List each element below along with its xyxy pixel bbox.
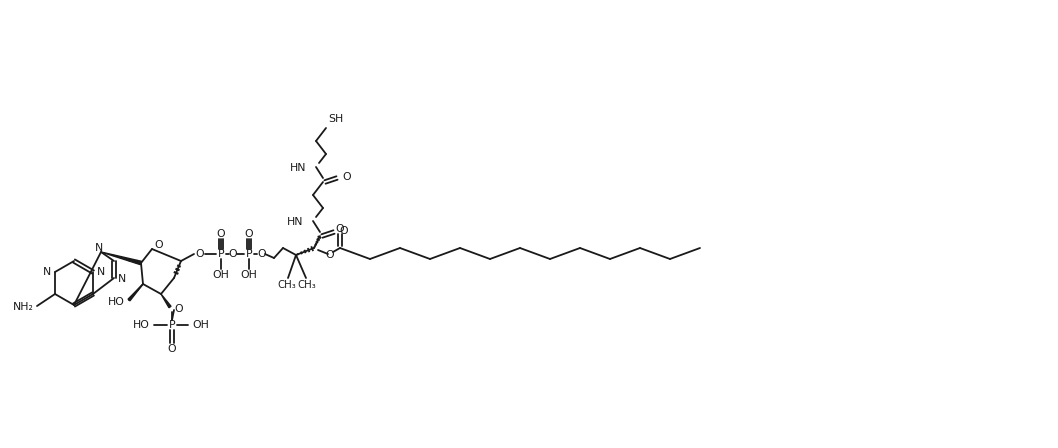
Text: HN: HN — [287, 217, 303, 227]
Polygon shape — [161, 294, 171, 308]
Polygon shape — [128, 284, 143, 301]
Text: P: P — [168, 320, 176, 330]
Text: N: N — [42, 267, 51, 277]
Text: N: N — [118, 274, 126, 284]
Text: OH: OH — [240, 270, 257, 280]
Text: CH₃: CH₃ — [277, 280, 296, 290]
Text: P: P — [218, 249, 224, 259]
Text: N: N — [97, 267, 105, 277]
Text: OH: OH — [213, 270, 230, 280]
Text: NH₂: NH₂ — [13, 302, 34, 312]
Text: O: O — [196, 249, 204, 259]
Text: O: O — [339, 226, 348, 236]
Text: SH: SH — [328, 114, 343, 124]
Text: HN: HN — [290, 163, 306, 173]
Text: O: O — [167, 344, 177, 354]
Text: P: P — [245, 249, 252, 259]
Text: HO: HO — [133, 320, 150, 330]
Text: O: O — [335, 224, 344, 234]
Text: O: O — [229, 249, 237, 259]
Text: O: O — [174, 304, 183, 314]
Text: O: O — [244, 229, 253, 239]
Polygon shape — [101, 252, 142, 265]
Text: CH₃: CH₃ — [297, 280, 316, 290]
Text: HO: HO — [108, 297, 125, 307]
Text: O: O — [342, 172, 350, 182]
Text: O: O — [154, 240, 163, 250]
Text: N: N — [95, 243, 103, 253]
Text: O: O — [326, 250, 334, 260]
Text: O: O — [217, 229, 225, 239]
Text: OH: OH — [191, 320, 208, 330]
Text: O: O — [258, 249, 267, 259]
